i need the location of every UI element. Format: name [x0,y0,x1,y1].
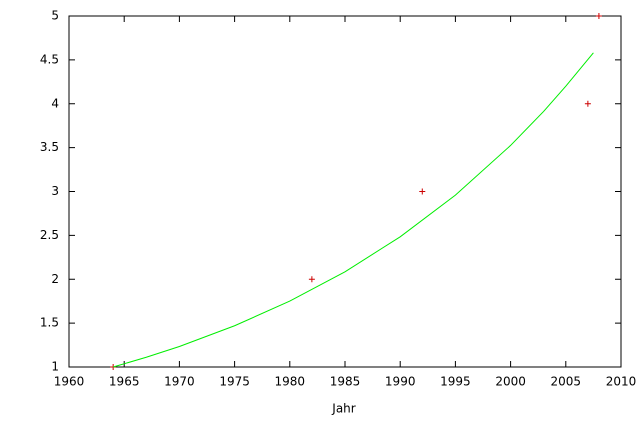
x-tick-label: 2010 [606,375,637,389]
plot-border [68,15,622,368]
y-tick-label: 2.5 [40,228,59,242]
x-tick-label: 1985 [330,375,361,389]
x-tick-label: 1990 [385,375,416,389]
y-tick-label: 3.5 [40,140,59,154]
y-tick-label: 3 [51,184,59,198]
y-tick-label: 4 [51,96,59,110]
data-point [419,188,426,195]
data-point [308,276,315,283]
x-tick-label: 1970 [164,375,195,389]
x-axis-label: Jahr [331,402,355,416]
x-tick-label: 1975 [219,375,250,389]
x-tick-label: 1965 [109,375,140,389]
x-tick-label: 2005 [551,375,582,389]
x-tick-label: 1995 [440,375,471,389]
y-tick-label: 4.5 [40,52,59,66]
x-tick-label: 1960 [54,375,85,389]
data-point [595,13,602,19]
y-tick-label: 5 [51,9,59,23]
y-tick-label: 1 [51,360,59,374]
y-tick-label: 2 [51,272,59,286]
fit-curve [113,52,594,368]
x-tick-label: 1980 [275,375,306,389]
x-tick-label: 2000 [495,375,526,389]
y-tick-label: 1.5 [40,316,59,330]
data-point [584,100,591,107]
